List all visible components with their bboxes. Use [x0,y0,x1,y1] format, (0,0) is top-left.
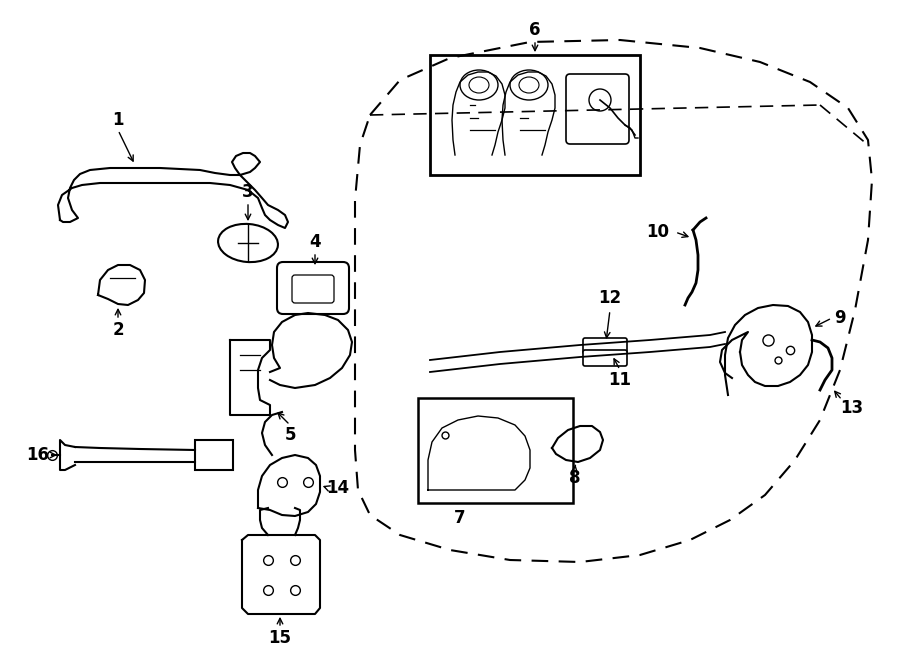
Text: 13: 13 [841,399,864,417]
Text: 2: 2 [112,321,124,339]
Text: 4: 4 [310,233,320,251]
Text: 9: 9 [834,309,846,327]
Text: 10: 10 [646,223,670,241]
Bar [430,55,640,175]
Text: 14: 14 [327,479,349,497]
FancyBboxPatch shape [583,338,627,354]
Text: 6: 6 [529,21,541,39]
Text: 8: 8 [569,469,580,487]
Text: 16: 16 [26,446,50,464]
Text: 7: 7 [454,509,466,527]
Text: 1: 1 [112,111,124,129]
Bar [418,398,573,503]
FancyBboxPatch shape [583,350,627,366]
Text: 12: 12 [598,289,622,307]
Text: 3: 3 [242,183,254,201]
Text: 11: 11 [608,371,632,389]
Text: 15: 15 [268,629,292,647]
Bar [195,440,233,470]
Text: 5: 5 [284,426,296,444]
